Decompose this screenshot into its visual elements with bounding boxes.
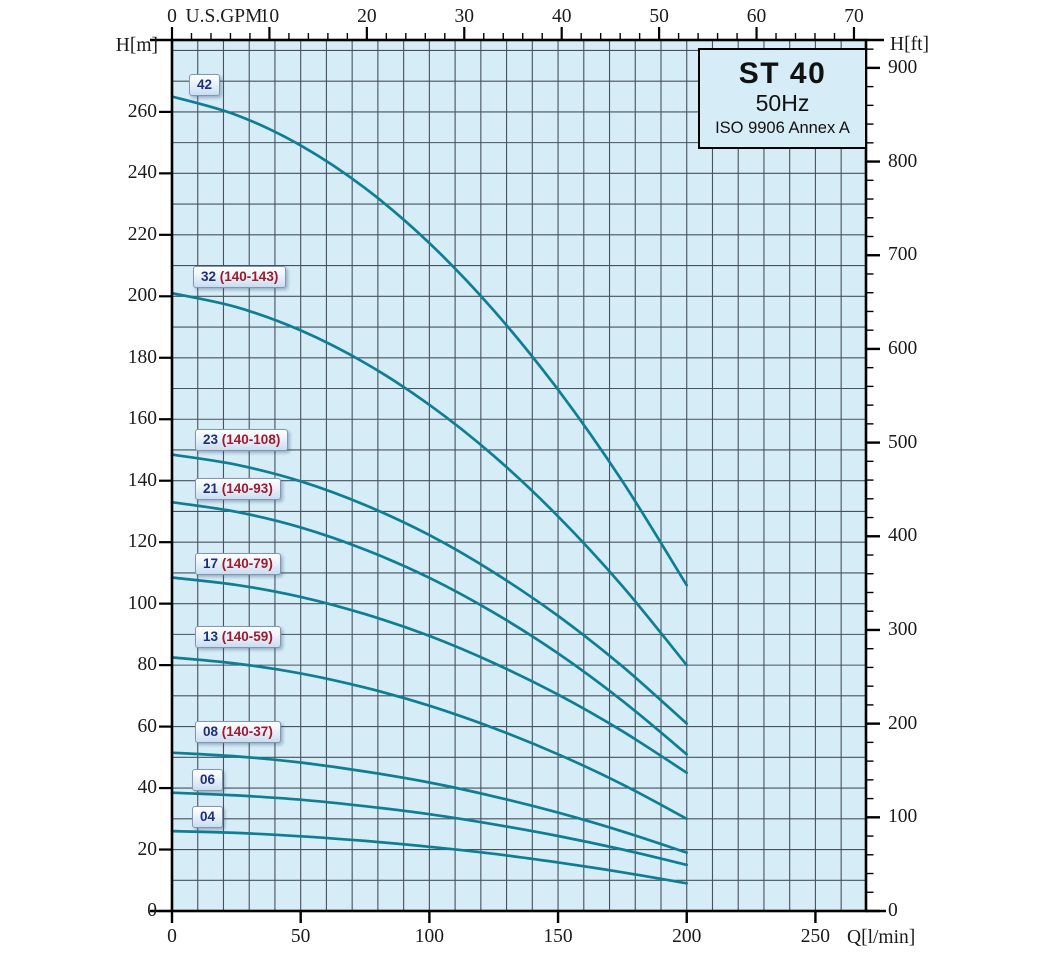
right-axis-tick-label: 500 bbox=[888, 431, 918, 453]
top-axis-tick-label: 30 bbox=[454, 6, 475, 27]
left-axis-tick-label: 40 bbox=[137, 777, 158, 799]
curve-stage-range-label: (140-79) bbox=[218, 556, 273, 571]
pump-curve-23 bbox=[170, 453, 689, 725]
top-axis-tick-label: 60 bbox=[746, 6, 767, 27]
top-axis-tick-label: 40 bbox=[551, 6, 572, 27]
curve-code-label: 32 bbox=[201, 269, 217, 284]
right-axis-tick-label: 600 bbox=[888, 337, 918, 359]
title-box: ST 40 50Hz ISO 9906 Annex A bbox=[698, 48, 867, 149]
left-axis-tick-label: 240 bbox=[127, 162, 157, 184]
curve-code-label: 23 bbox=[203, 432, 219, 447]
pump-curve-21 bbox=[170, 500, 689, 756]
curve-label-badge-42: 42 bbox=[189, 74, 221, 96]
left-axis-tick-label: 220 bbox=[127, 223, 157, 245]
curve-code-label: 42 bbox=[197, 77, 213, 92]
left-axis-unit-label: H[m] bbox=[115, 35, 158, 56]
pump-curve-17 bbox=[170, 576, 689, 775]
left-axis-tick-label: 60 bbox=[137, 715, 158, 737]
bottom-axis-tick-label: 0 bbox=[167, 926, 177, 947]
curve-stage-range-label: (140-59) bbox=[218, 629, 273, 644]
right-axis-tick-label: 800 bbox=[888, 150, 918, 172]
curve-code-label: 13 bbox=[203, 629, 219, 644]
pump-curve-04 bbox=[170, 829, 689, 885]
bottom-axis-tick-label: 200 bbox=[672, 926, 702, 947]
curve-label-badge-32: 32 (140-143) bbox=[193, 266, 287, 288]
pump-curve-42 bbox=[170, 95, 689, 587]
right-axis-tick-label: 300 bbox=[888, 618, 918, 640]
top-axis-tick-label: 50 bbox=[649, 6, 669, 27]
curve-code-label: 04 bbox=[200, 809, 216, 824]
left-axis-tick-label: 160 bbox=[127, 408, 157, 430]
pump-curve-08 bbox=[170, 751, 689, 854]
curve-label-badge-08: 08 (140-37) bbox=[195, 721, 281, 743]
curve-label-badge-04: 04 bbox=[192, 806, 224, 828]
bottom-axis-tick-label: 150 bbox=[543, 926, 573, 947]
top-axis-unit-label: U.S.GPM bbox=[185, 6, 263, 27]
top-axis-tick-label: 0 bbox=[167, 6, 177, 27]
left-axis-tick-label: 140 bbox=[127, 469, 157, 491]
curve-label-badge-17: 17 (140-79) bbox=[195, 553, 281, 575]
top-axis-tick-label: 70 bbox=[844, 6, 864, 27]
left-axis-tick-label: 80 bbox=[137, 654, 158, 676]
left-axis-tick-label: 20 bbox=[137, 838, 158, 860]
right-axis-tick-label: 900 bbox=[888, 56, 918, 78]
curve-stage-range-label: (140-108) bbox=[218, 432, 281, 447]
left-axis-tick-label: 100 bbox=[127, 592, 157, 614]
bottom-axis-tick-label: 50 bbox=[290, 926, 311, 947]
curve-code-label: 17 bbox=[203, 556, 219, 571]
left-axis-tick-label: 120 bbox=[127, 531, 157, 553]
right-axis-tick-label: 200 bbox=[888, 712, 918, 734]
plot-border bbox=[170, 38, 868, 913]
top-axis-tick-label: 10 bbox=[259, 6, 280, 27]
right-axis-tick-label: 700 bbox=[888, 244, 918, 266]
left-axis-tick-label: 180 bbox=[127, 346, 157, 368]
curve-stage-range-label: (140-37) bbox=[218, 724, 273, 739]
curve-code-label: 08 bbox=[203, 724, 219, 739]
pump-model-title: ST 40 bbox=[738, 56, 827, 90]
curve-label-badge-21: 21 (140-93) bbox=[195, 478, 281, 500]
left-axis-tick-label: 0 bbox=[147, 900, 157, 921]
bottom-axis-tick-label: 250 bbox=[800, 926, 831, 947]
left-axis-tick-label: 260 bbox=[127, 100, 157, 122]
frequency-label: 50Hz bbox=[755, 90, 810, 117]
plot-area-background bbox=[172, 40, 866, 911]
right-axis-tick-label: 400 bbox=[888, 525, 918, 547]
bottom-axis-tick-label: 100 bbox=[414, 926, 444, 947]
pump-curve-32 bbox=[170, 291, 689, 667]
curve-label-badge-23: 23 (140-108) bbox=[195, 429, 289, 451]
curve-stage-range-label: (140-93) bbox=[218, 481, 273, 496]
right-axis-tick-label: 0 bbox=[888, 900, 898, 921]
curve-code-label: 06 bbox=[200, 772, 216, 787]
standard-label: ISO 9906 Annex A bbox=[715, 118, 850, 137]
right-axis-tick-label: 100 bbox=[888, 806, 918, 828]
pump-curve-06 bbox=[170, 791, 689, 867]
left-axis-tick-label: 200 bbox=[127, 285, 157, 307]
curve-stage-range-label: (140-143) bbox=[216, 269, 279, 284]
curve-label-badge-13: 13 (140-59) bbox=[195, 626, 281, 648]
top-axis-tick-label: 20 bbox=[357, 6, 377, 27]
pump-curve-13 bbox=[170, 656, 689, 821]
right-axis-unit-label: H[ft] bbox=[890, 34, 929, 55]
curve-label-badge-06: 06 bbox=[192, 769, 224, 791]
curve-code-label: 21 bbox=[203, 481, 219, 496]
bottom-axis-unit-label: Q[l/min] bbox=[847, 927, 916, 948]
